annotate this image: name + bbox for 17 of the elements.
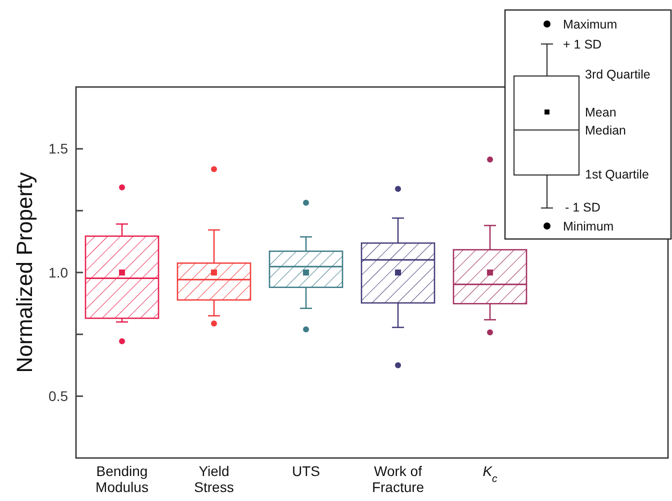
y-tick-label: 1.0 bbox=[48, 264, 68, 280]
x-tick-label: Bending Modulus bbox=[96, 463, 148, 495]
y-tick-label: 1.5 bbox=[48, 140, 68, 157]
x-tick-label: UTS bbox=[292, 463, 320, 479]
y-tick-label: 0.5 bbox=[48, 388, 68, 404]
x-tick-label: Work of Fracture bbox=[372, 463, 424, 495]
text: - 1 SD bbox=[565, 200, 600, 214]
text: Minimum bbox=[563, 219, 614, 234]
text: Mean bbox=[585, 105, 616, 120]
text: 1st Quartile bbox=[585, 167, 649, 182]
text: Median bbox=[585, 123, 626, 138]
x-tick-label: Yield Stress bbox=[194, 463, 234, 495]
text: + 1 SD bbox=[563, 37, 602, 52]
text: Maximum bbox=[563, 17, 618, 32]
y-axis-title: Normalized Property bbox=[12, 172, 37, 373]
x-tick-label: K$_{c}$ bbox=[482, 463, 498, 485]
text: 3rd Quartile bbox=[585, 67, 650, 82]
